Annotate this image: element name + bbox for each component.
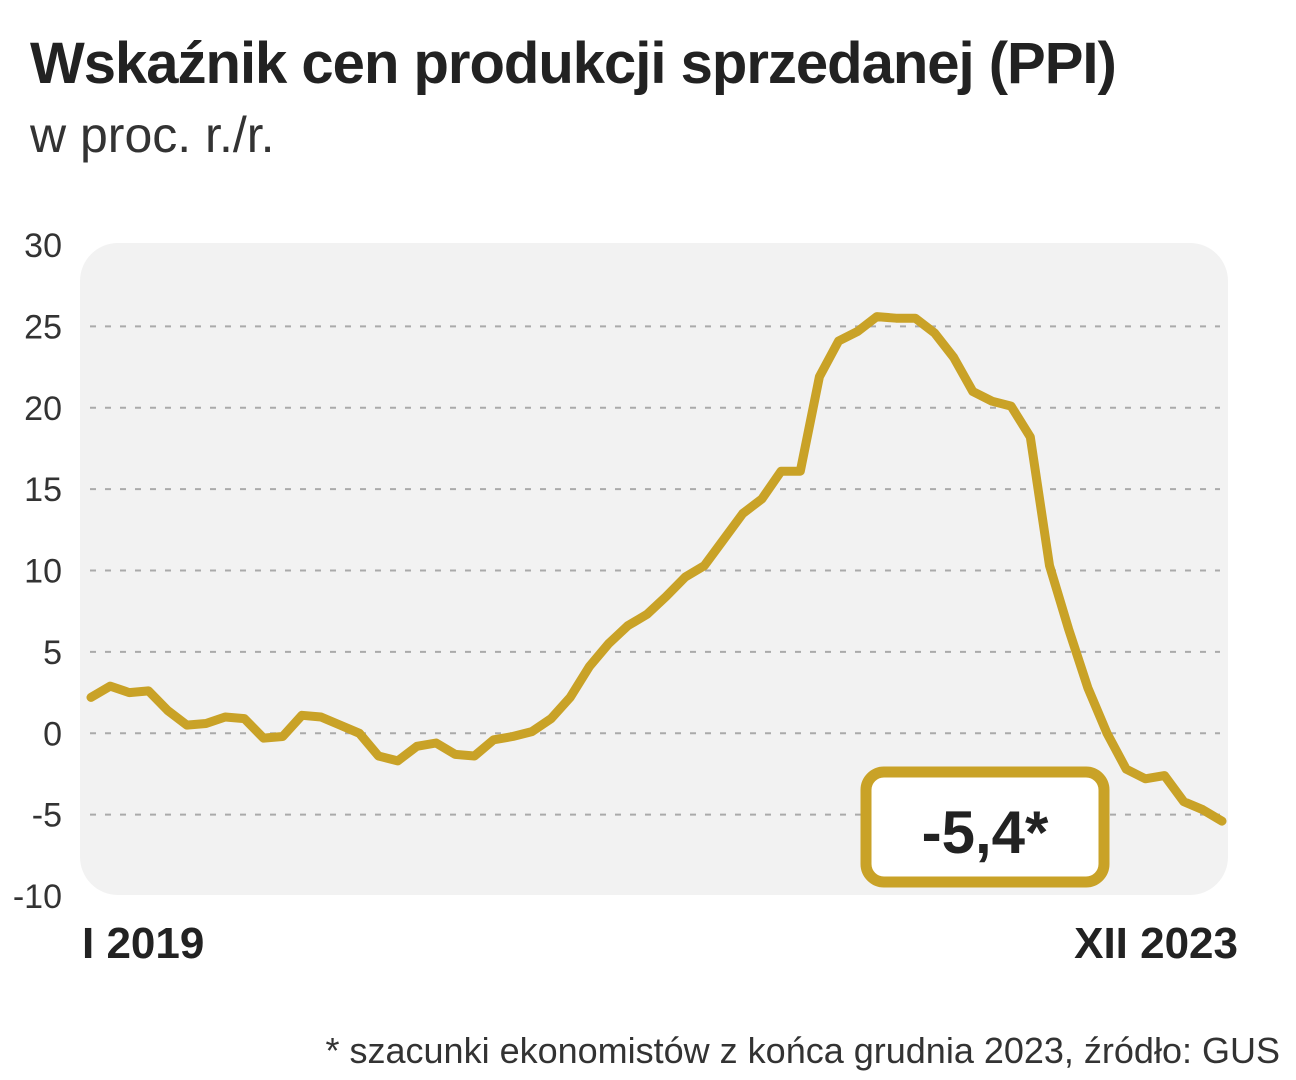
footnote: * szacunki ekonomistów z końca grudnia 2…: [325, 1030, 1281, 1071]
y-axis-ticks: 30 25 20 15 10 5 0 -5 -10: [13, 227, 62, 916]
chart-title: Wskaźnik cen produkcji sprzedanej (PPI): [30, 31, 1117, 96]
y-tick-label: 0: [43, 715, 62, 753]
y-tick-label: 10: [24, 553, 62, 591]
series-line-ppi: [86, 312, 1227, 826]
y-tick-label: 5: [43, 634, 62, 672]
x-axis-end-label: XII 2023: [1074, 919, 1238, 968]
plot-background: [80, 243, 1228, 895]
y-tick-label: -10: [13, 878, 62, 916]
callout-box: [860, 766, 1110, 888]
y-tick-label: 15: [24, 471, 62, 509]
y-tick-label: 30: [24, 227, 62, 265]
x-axis-start-label: I 2019: [82, 919, 204, 968]
y-tick-label: 20: [24, 390, 62, 428]
y-tick-label: -5: [32, 797, 62, 835]
chart-subtitle: w proc. r./r.: [30, 107, 275, 163]
y-tick-label: 25: [24, 308, 62, 346]
callout-label: -5,4*: [922, 799, 1049, 866]
annotation-callout: -5,4*: [860, 766, 1110, 888]
